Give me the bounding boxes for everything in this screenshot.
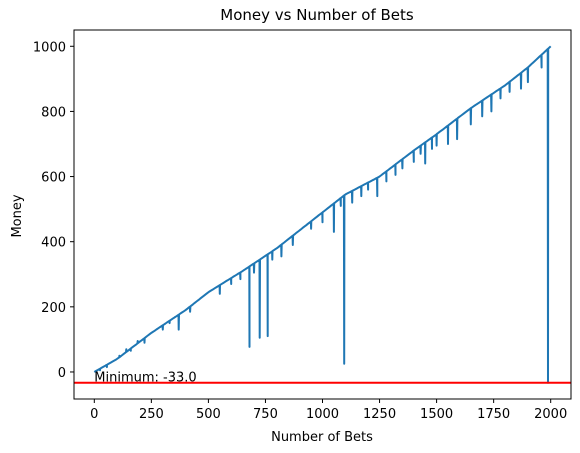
y-tick-label: 600: [41, 171, 66, 186]
x-tick-label: 1750: [477, 407, 510, 422]
x-tick-label: 1250: [363, 407, 396, 422]
plot-area: Minimum: -33.0: [74, 45, 571, 386]
minimum-annotation: Minimum: -33.0: [94, 371, 196, 386]
y-tick-label: 400: [41, 236, 66, 251]
x-tick-label: 250: [139, 407, 164, 422]
y-tick-label: 800: [41, 105, 66, 120]
x-axis: 0 250 500 750 1000 1250 1500 1750 2000: [90, 399, 567, 422]
x-tick-label: 750: [253, 407, 278, 422]
x-tick-label: 0: [90, 407, 98, 422]
y-tick-label: 200: [41, 301, 66, 316]
x-tick-label: 1000: [306, 407, 339, 422]
y-axis-label: Money: [10, 194, 25, 237]
x-tick-label: 500: [196, 407, 221, 422]
x-axis-label: Number of Bets: [271, 430, 373, 445]
y-axis: 0 200 400 600 800 1000: [33, 40, 74, 381]
y-tick-label: 0: [58, 366, 66, 381]
y-tick-label: 1000: [33, 40, 66, 55]
chart-title: Money vs Number of Bets: [220, 6, 414, 24]
series-line: [93, 45, 552, 384]
x-tick-label: 1500: [420, 407, 453, 422]
x-tick-label: 2000: [534, 407, 567, 422]
